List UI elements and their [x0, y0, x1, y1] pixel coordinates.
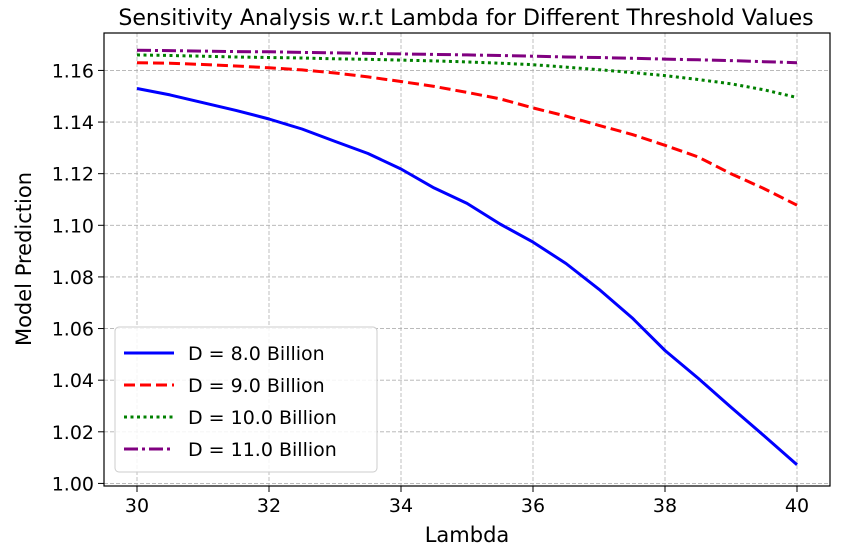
y-tick-label: 1.16 — [52, 60, 94, 82]
y-tick-label: 1.02 — [52, 422, 94, 444]
y-tick-label: 1.06 — [52, 319, 94, 341]
legend-label-4: D = 11.0 Billion — [188, 439, 337, 461]
series-line-4 — [136, 48, 798, 65]
series-lines — [136, 48, 798, 466]
x-tick-label: 40 — [785, 495, 809, 517]
legend-label-1: D = 8.0 Billion — [188, 343, 325, 365]
x-tick-label: 32 — [257, 495, 281, 517]
y-tick-label: 1.10 — [52, 215, 94, 237]
plot-frame — [103, 32, 831, 487]
x-tick-label: 34 — [389, 495, 413, 517]
y-axis-label: Model Prediction — [12, 172, 36, 346]
legend-box — [114, 326, 378, 473]
axis-ticks: 30 32 34 36 38 40 1.00 1.02 1.04 1.06 1.08 1.10 1.12… — [52, 60, 809, 517]
legend-label-3: D = 10.0 Billion — [188, 407, 337, 429]
y-tick-label: 1.08 — [52, 267, 94, 289]
y-tick-label: 1.04 — [52, 370, 94, 392]
x-axis-label: Lambda — [425, 523, 510, 547]
y-tick-label: 1.12 — [52, 164, 94, 186]
x-tick-label: 36 — [521, 495, 545, 517]
series-line-2 — [136, 61, 798, 207]
legend-label-2: D = 9.0 Billion — [188, 375, 325, 397]
y-tick-label: 1.14 — [52, 112, 94, 134]
y-tick-label: 1.00 — [52, 473, 94, 495]
legend: D = 8.0 Billion D = 9.0 Billion D = 10.0 B… — [114, 326, 378, 473]
x-tick-label: 30 — [125, 495, 149, 517]
series-line-1 — [136, 87, 798, 466]
x-tick-label: 38 — [653, 495, 677, 517]
chart-title: Sensitivity Analysis w.r.t Lambda for Di… — [118, 6, 813, 31]
